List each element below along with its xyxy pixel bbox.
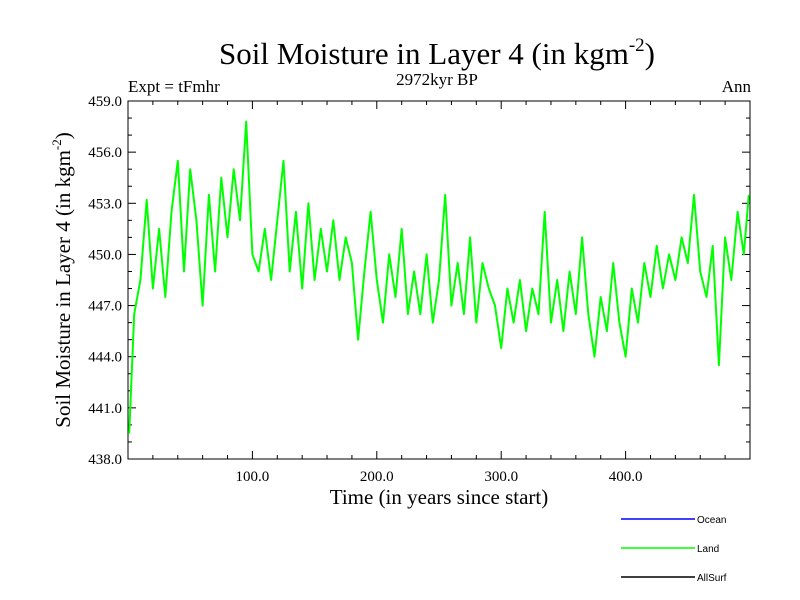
- experiment-label: Expt = tFmhr: [128, 77, 220, 96]
- legend: Ocean Land AllSurf: [621, 515, 727, 584]
- legend-label-allsurf: AllSurf: [697, 573, 727, 584]
- y-axis-title-superscript: -2: [49, 139, 64, 150]
- chart-title-superscript: -2: [629, 35, 645, 56]
- chart-title-suffix: ): [645, 36, 655, 71]
- x-tick-label: 100.0: [236, 469, 270, 485]
- chart-title: Soil Moisture in Layer 4 (in kgm-2): [219, 35, 655, 71]
- y-axis-title-suffix: ): [51, 132, 75, 139]
- legend-label-ocean: Ocean: [697, 515, 726, 526]
- y-axis-title: Soil Moisture in Layer 4 (in kgm-2): [49, 132, 75, 427]
- y-tick-label: 450.0: [88, 247, 122, 263]
- y-tick-label: 459.0: [88, 94, 122, 110]
- chart-subtitle: 2972kyr BP: [396, 70, 478, 89]
- series-layer: [128, 120, 750, 434]
- season-label: Ann: [722, 77, 752, 96]
- plot-frame: [127, 100, 751, 460]
- y-tick-label: 438.0: [88, 452, 122, 468]
- series-line-land: [128, 120, 750, 434]
- x-axis-title: Time (in years since start): [330, 485, 549, 509]
- y-tick-label: 456.0: [88, 145, 122, 161]
- y-tick-label: 441.0: [88, 401, 122, 417]
- x-tick-label: 200.0: [360, 469, 394, 485]
- x-axis: 100.0 200.0 300.0 400.0: [152, 101, 726, 485]
- x-tick-label: 400.0: [609, 469, 643, 485]
- y-axis-title-main: Soil Moisture in Layer 4 (in kgm: [51, 150, 75, 428]
- y-tick-label: 447.0: [88, 299, 122, 315]
- chart-title-main: Soil Moisture in Layer 4 (in kgm: [219, 36, 629, 71]
- y-axis: 438.0 441.0 444.0 447.0 450.0 453.0 456.0 459.0: [88, 94, 750, 468]
- y-tick-label: 453.0: [88, 196, 122, 212]
- x-tick-label: 300.0: [484, 469, 518, 485]
- legend-label-land: Land: [697, 544, 719, 555]
- y-tick-label: 444.0: [88, 350, 122, 366]
